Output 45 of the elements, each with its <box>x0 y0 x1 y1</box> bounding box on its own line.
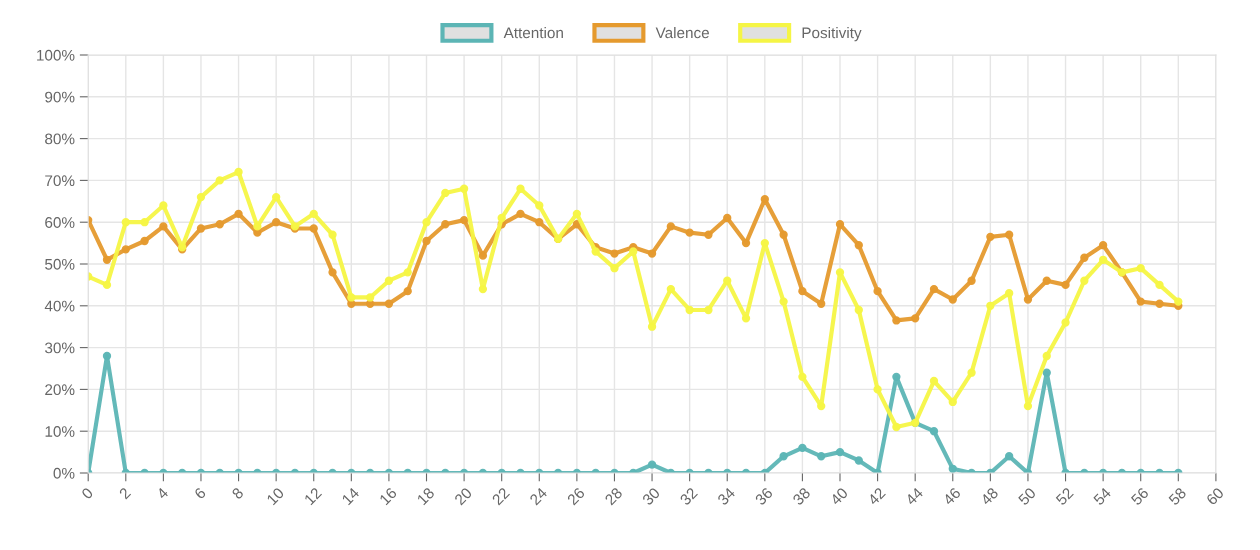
x-tick-label: 40 <box>829 486 849 506</box>
x-tick-label: 2 <box>118 487 132 500</box>
x-tick-label: 18 <box>416 486 435 506</box>
legend-label: Attention <box>503 27 563 39</box>
y-tick-label: 50% <box>45 258 75 270</box>
x-tick-label: 26 <box>566 486 586 506</box>
x-tick-label: 0 <box>80 486 94 500</box>
x-tick-label: 12 <box>303 487 322 506</box>
x-tick-label: 22 <box>491 487 510 506</box>
x-tick-label: 60 <box>1205 486 1225 506</box>
x-tick-label: 58 <box>1167 486 1187 506</box>
x-tick-label: 32 <box>679 487 699 506</box>
y-tick-label: 80% <box>45 133 75 145</box>
x-tick-label: 20 <box>453 486 473 506</box>
x-tick-label: 56 <box>1130 486 1150 506</box>
x-tick-label: 36 <box>754 486 774 506</box>
x-tick-label: 50 <box>1017 486 1037 506</box>
y-tick-label: 90% <box>45 91 75 103</box>
y-tick-label: 0% <box>53 467 75 479</box>
x-tick-label: 52 <box>1055 487 1074 506</box>
x-tick-label: 6 <box>193 486 207 500</box>
x-tick-label: 14 <box>341 486 360 506</box>
x-tick-label: 24 <box>529 486 548 506</box>
y-tick-label: 10% <box>45 426 75 437</box>
x-tick-label: 48 <box>979 486 999 506</box>
y-tick-label: 70% <box>45 175 75 187</box>
x-tick-label: 28 <box>604 486 623 506</box>
x-tick-label: 46 <box>942 486 962 506</box>
y-tick-label: 20% <box>45 384 75 396</box>
x-tick-label: 10 <box>266 486 285 506</box>
x-tick-label: 16 <box>378 486 398 506</box>
x-tick-label: 30 <box>641 486 661 506</box>
y-tick-label: 60% <box>45 217 75 228</box>
x-tick-label: 4 <box>155 486 169 500</box>
legend-label: Valence <box>655 27 709 39</box>
y-tick-label: 40% <box>44 300 75 312</box>
x-tick-label: 44 <box>904 486 924 506</box>
legend-label: Positivity <box>802 27 862 42</box>
x-tick-label: 38 <box>792 486 811 506</box>
x-tick-label: 8 <box>231 486 244 500</box>
x-tick-label: 42 <box>867 487 886 506</box>
y-tick-label: 100% <box>37 49 75 61</box>
y-tick-label: 30% <box>45 342 75 354</box>
x-tick-label: 54 <box>1092 486 1112 506</box>
x-tick-label: 34 <box>716 486 736 506</box>
